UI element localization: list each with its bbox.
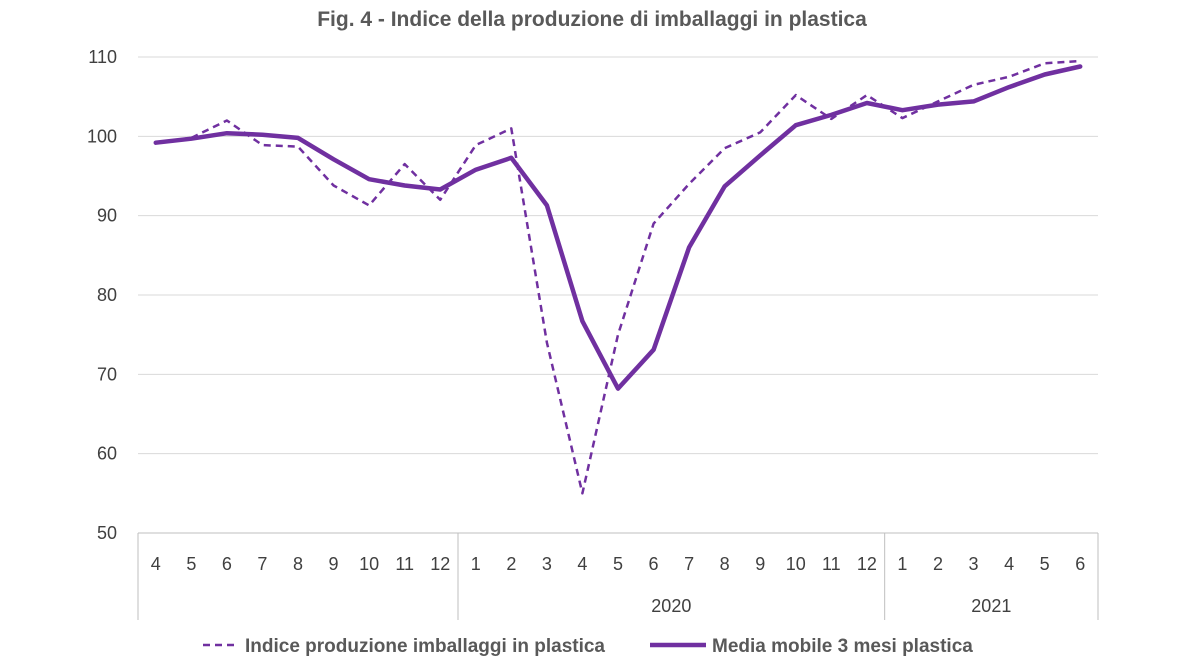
x-tick-label: 2 [506,554,516,574]
x-tick-label: 8 [720,554,730,574]
year-label: 2020 [651,596,691,616]
x-tick-label: 4 [151,554,161,574]
x-tick-label: 5 [186,554,196,574]
x-tick-label: 7 [257,554,267,574]
y-tick-label: 100 [87,126,117,146]
x-tick-label: 6 [649,554,659,574]
y-tick-label: 90 [97,206,117,226]
x-tick-label: 12 [430,554,450,574]
x-tick-label: 1 [471,554,481,574]
x-tick-label: 10 [786,554,806,574]
x-tick-label: 11 [822,554,841,574]
y-tick-label: 110 [88,47,117,67]
x-tick-label: 4 [577,554,587,574]
y-tick-label: 70 [97,364,117,384]
x-tick-label: 6 [222,554,232,574]
series-line-indice [155,59,1081,495]
series-group [153,59,1083,495]
legend: Indice produzione imballaggi in plastica… [203,636,973,657]
x-tick-label: 11 [395,554,414,574]
x-tick-label: 10 [359,554,379,574]
x-tick-label: 6 [1075,554,1085,574]
x-tick-label: 1 [897,554,907,574]
year-label: 2021 [971,596,1011,616]
legend-label: Indice produzione imballaggi in plastica [245,636,605,657]
y-tick-label: 50 [97,523,117,543]
x-tick-label: 3 [542,554,552,574]
x-tick-label: 9 [755,554,765,574]
x-tick-label: 2 [933,554,943,574]
x-tick-label: 9 [329,554,339,574]
x-tick-label: 7 [684,554,694,574]
x-tick-label: 5 [1040,554,1050,574]
gridlines [138,56,1098,455]
y-axis: 50 60 70 80 90 100 110 [87,47,117,543]
x-tick-label: 5 [613,554,623,574]
x-tick-label: 4 [1004,554,1014,574]
x-tick-label: 3 [969,554,979,574]
chart-title: Fig. 4 - Indice della produzione di imba… [317,8,867,31]
x-tick-label: 8 [293,554,303,574]
series-line-media-mobile [153,64,1083,391]
y-tick-label: 80 [97,285,117,305]
y-tick-label: 60 [97,444,117,464]
x-tick-label: 12 [857,554,877,574]
legend-label: Media mobile 3 mesi plastica [712,636,973,657]
